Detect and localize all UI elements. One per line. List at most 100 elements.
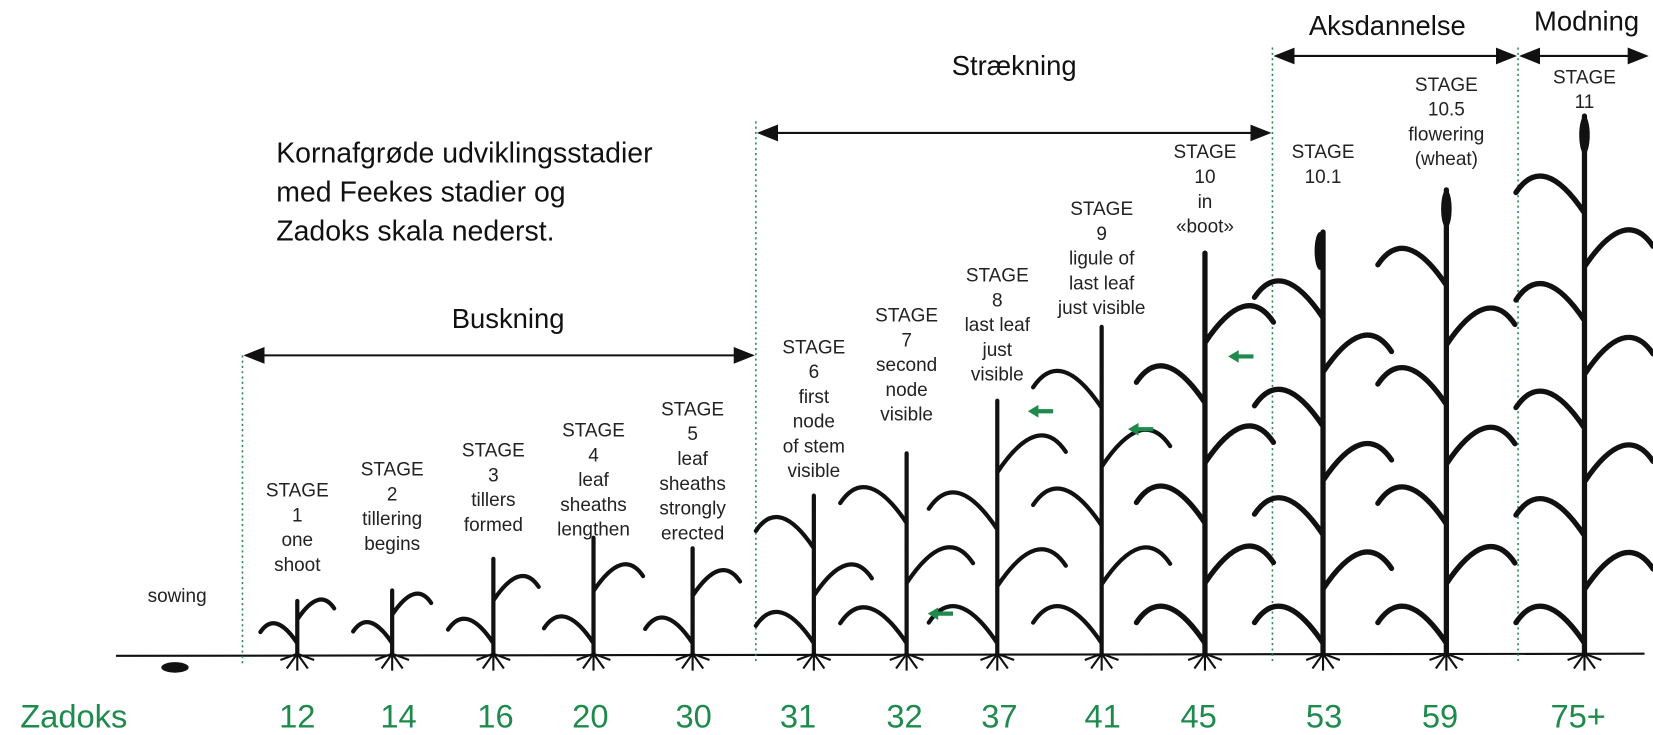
stage-label-line: STAGE <box>782 337 845 358</box>
phase-label: Modning <box>1534 6 1639 37</box>
stage-label-line: STAGE <box>875 306 938 327</box>
phase-label: Strækning <box>952 50 1077 81</box>
stage-label-line: visible <box>880 405 933 426</box>
stage-label-line: 7 <box>901 330 912 351</box>
ear <box>1441 189 1452 228</box>
stage-label-line: second <box>876 355 937 376</box>
zadoks-value: 32 <box>886 698 922 735</box>
plant-stem <box>1133 250 1277 657</box>
ground-line <box>115 652 1645 657</box>
stage-label-line: 6 <box>809 362 820 383</box>
stage-label-line: just <box>982 340 1013 361</box>
zadoks-value: 12 <box>279 698 315 735</box>
stage-label-line: sheaths <box>659 474 725 495</box>
stage-label-line: STAGE <box>462 441 525 462</box>
stage-label-line: STAGE <box>562 421 625 442</box>
stage-label-line: STAGE <box>1553 67 1616 88</box>
stage-label-line: begins <box>364 534 420 555</box>
stage-label-line: leaf <box>677 449 708 470</box>
zadoks-value: 41 <box>1085 698 1121 735</box>
stage-label-line: node <box>886 380 928 401</box>
zadoks-label: Zadoks <box>20 698 127 735</box>
stage-label-line: first <box>799 387 830 408</box>
zadoks-value: 16 <box>477 698 513 735</box>
plant-stem <box>1513 113 1653 657</box>
stage-label-line: strongly <box>659 499 726 520</box>
stage-label-line: 1 <box>292 505 303 526</box>
phase-label: Buskning <box>452 303 565 334</box>
plant-stem <box>258 597 337 656</box>
stage-label-line: ligule of <box>1069 249 1135 270</box>
zadoks-value: 30 <box>675 698 711 735</box>
plant-roots <box>796 652 832 671</box>
stage-label-line: STAGE <box>1070 199 1133 220</box>
plant-roots <box>374 652 410 671</box>
note-line: Zadoks skala nederst. <box>276 215 554 247</box>
stage-label-line: 5 <box>687 424 698 445</box>
note-line: Kornafgrøde udviklingsstadier <box>276 137 652 169</box>
stage-label-line: visible <box>971 365 1024 386</box>
stage-label-line: 2 <box>387 484 398 505</box>
stage-label-line: STAGE <box>361 460 424 481</box>
stage-label-line: 4 <box>588 445 599 466</box>
stage-label-line: formed <box>464 515 523 536</box>
stage-label-line: visible <box>787 461 840 482</box>
plant-stem <box>351 588 434 656</box>
stage-label-line: STAGE <box>661 399 724 420</box>
zadoks-value: 53 <box>1306 698 1342 735</box>
plant-roots <box>1429 652 1464 671</box>
stage-label-line: 3 <box>488 465 499 486</box>
stage-label-line: STAGE <box>1174 142 1237 163</box>
stage-label-line: STAGE <box>966 266 1029 287</box>
stage-label-line: (wheat) <box>1415 149 1478 170</box>
node-arrow <box>1228 350 1254 363</box>
stage-label-line: just visible <box>1057 298 1146 319</box>
ear <box>1579 116 1590 155</box>
stage-label-line: in <box>1198 192 1213 213</box>
zadoks-value: 14 <box>380 698 416 735</box>
plant-roots <box>476 652 511 671</box>
plant-stem <box>838 451 976 656</box>
plant-roots <box>1084 652 1119 671</box>
stage-label-line: shoot <box>274 555 321 576</box>
stage-label-line: 8 <box>992 290 1003 311</box>
seed <box>161 662 189 673</box>
stage-label-line: 10 <box>1194 167 1215 188</box>
stage-label-line: leaf <box>578 470 609 491</box>
stage-label-line: tillers <box>471 490 515 511</box>
plant-roots <box>889 652 924 671</box>
plant-stem <box>643 546 743 656</box>
plant-stem <box>753 493 874 656</box>
plant-roots <box>675 652 710 671</box>
stage-label-line: erected <box>661 523 724 544</box>
zadoks-value: 75+ <box>1550 698 1605 735</box>
stage-label-line: 11 <box>1575 92 1595 113</box>
plant-stem <box>541 535 646 656</box>
plant-stem <box>445 556 541 656</box>
stage-label-line: lengthen <box>557 520 630 541</box>
zadoks-value: 45 <box>1180 698 1216 735</box>
stage-label-line: flowering <box>1408 124 1484 145</box>
stage-label-line: STAGE <box>266 481 329 502</box>
plant-roots <box>1187 652 1223 671</box>
stage-label-line: «boot» <box>1176 217 1234 238</box>
note-line: med Feekes stadier og <box>276 176 565 208</box>
plant-roots <box>1305 652 1341 671</box>
ear <box>1314 232 1326 270</box>
stage-label-line: sowing <box>148 586 207 607</box>
zadoks-value: 20 <box>572 698 608 735</box>
plant-stem <box>926 398 1068 656</box>
stage-label-line: one <box>281 530 313 551</box>
phase-label: Aksdannelse <box>1309 10 1466 41</box>
node-arrow <box>927 607 954 620</box>
node-arrow <box>1128 422 1154 436</box>
plant-stem <box>1375 187 1518 657</box>
stage-label-line: STAGE <box>1292 142 1355 163</box>
stage-label-line: STAGE <box>1415 75 1478 96</box>
zadoks-value: 59 <box>1422 698 1458 735</box>
stage-label-line: 10.5 <box>1428 100 1465 121</box>
stage-label-line: sheaths <box>560 495 626 516</box>
stage-label-line: node <box>793 412 835 433</box>
zadoks-value: 31 <box>780 698 816 735</box>
